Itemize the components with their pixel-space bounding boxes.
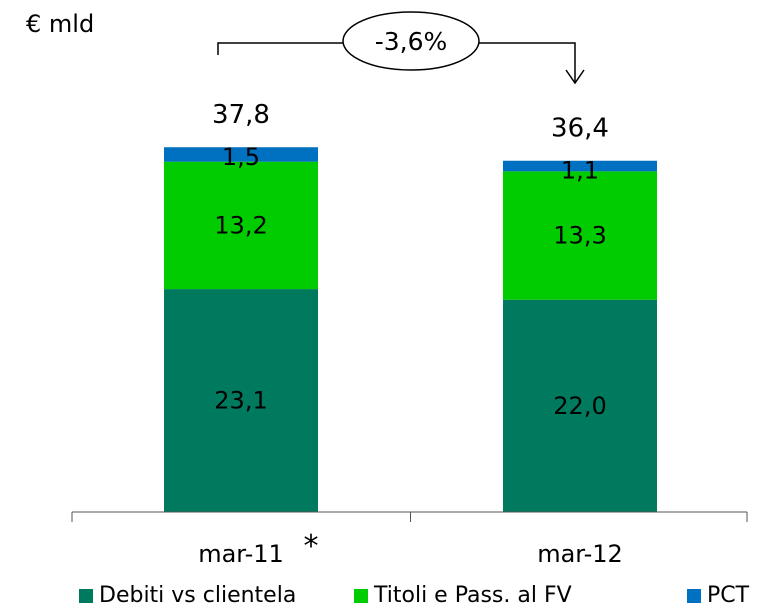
change-ellipse [342,11,480,71]
data-label-mar-11-series-0: 23,1 [214,387,267,415]
data-label-mar-12-series-0: 22,0 [553,392,606,420]
data-label-mar-12-series-1: 13,3 [553,222,606,250]
category-label-mar-11: mar-11 [198,540,284,568]
change-label: -3,6% [375,27,448,56]
category-label-mar-12: mar-12 [537,540,623,568]
total-label-mar-11: 37,8 [212,100,270,130]
legend-item-debiti: Debiti vs clientela [79,583,296,608]
total-label-mar-12: 36,4 [551,114,609,144]
change-arrow-head [565,69,585,85]
data-label-mar-11-series-2: 1,5 [222,143,260,171]
unit-label: € mld [26,10,95,38]
data-label-mar-12-series-2: 1,1 [561,157,599,185]
legend: Debiti vs clientela Titoli e Pass. al FV… [79,583,779,611]
category-annotation-mar-11: * [304,529,319,564]
legend-item-titoli: Titoli e Pass. al FV [354,583,572,608]
legend-label-titoli: Titoli e Pass. al FV [374,583,572,608]
bar-mar-11-series-0 [164,289,318,512]
legend-item-pct: PCT [687,583,749,608]
legend-swatch-titoli [354,588,368,603]
legend-label-debiti: Debiti vs clientela [99,583,297,608]
bar-mar-11-series-1 [164,161,318,290]
legend-swatch-pct [687,588,701,603]
legend-swatch-debiti [79,588,93,603]
bar-mar-12-series-2 [503,160,657,172]
bar-mar-12-series-0 [503,299,657,512]
bar-mar-12-series-1 [503,171,657,300]
data-label-mar-11-series-1: 13,2 [214,211,267,239]
bar-mar-11-series-2 [164,147,318,162]
legend-label-pct: PCT [707,583,750,608]
change-bracket [217,42,576,82]
